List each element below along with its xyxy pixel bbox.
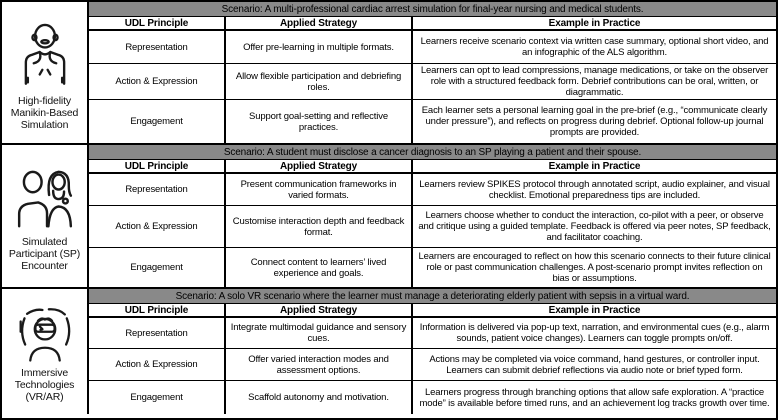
header-example-in-practice: Example in Practice	[548, 17, 641, 29]
modality-label: Simulated Participant (SP) Encounter	[8, 236, 81, 272]
section-table: Scenario: A solo VR scenario where the l…	[89, 289, 776, 414]
example-cell: Actions may be completed via voice comma…	[429, 353, 760, 376]
modality-cell-manikin: High-fidelity Manikin-Based Simulation	[2, 2, 89, 143]
principle-cell: Engagement	[89, 100, 226, 143]
strategy-cell: Support goal-setting and reflective prac…	[226, 100, 413, 143]
strategy-cell: Integrate multimodal guidance and sensor…	[226, 318, 413, 348]
scenario-bar: Scenario: A multi-professional cardiac a…	[89, 2, 776, 17]
header-example-in-practice: Example in Practice	[548, 304, 641, 316]
strategy-cell: Offer pre-learning in multiple formats.	[226, 31, 413, 63]
modality-label: High-fidelity Manikin-Based Simulation	[10, 94, 79, 131]
simulated-participant-icon	[11, 160, 79, 234]
strategy-cell: Scaffold autonomy and motivation.	[226, 381, 413, 414]
strategy-cell: Customise interaction depth and feedback…	[226, 206, 413, 247]
principle-cell: Engagement	[89, 381, 226, 414]
modality-cell-sp: Simulated Participant (SP) Encounter	[2, 145, 89, 287]
example-cell: Learners progress through branching opti…	[419, 386, 770, 409]
section-manikin-simulation: High-fidelity Manikin-Based Simulation S…	[2, 2, 776, 145]
principle-cell: Representation	[89, 174, 226, 205]
table-row: Engagement Connect content to learners’ …	[89, 248, 776, 287]
header-applied-strategy: Applied Strategy	[226, 17, 413, 29]
table-row: Action & Expression Allow flexible parti…	[89, 64, 776, 100]
table-row: Representation Present communication fra…	[89, 174, 776, 206]
strategy-cell: Present communication frameworks in vari…	[226, 174, 413, 205]
section-table: Scenario: A multi-professional cardiac a…	[89, 2, 776, 143]
cpr-manikin-icon	[12, 15, 78, 93]
example-cell: Learners review SPIKES protocol through …	[419, 178, 770, 201]
header-example-in-practice: Example in Practice	[548, 160, 641, 172]
principle-cell: Representation	[89, 318, 226, 348]
strategy-cell: Allow flexible participation and debrief…	[226, 64, 413, 99]
strategy-cell: Connect content to learners’ lived exper…	[226, 248, 413, 287]
principle-cell: Engagement	[89, 248, 226, 287]
table-header-row: UDL Principle Applied Strategy Example i…	[89, 304, 776, 318]
principle-cell: Action & Expression	[89, 206, 226, 247]
scenario-bar: Scenario: A student must disclose a canc…	[89, 145, 776, 160]
example-cell: Learners are encouraged to reflect on ho…	[418, 251, 771, 284]
header-udl-principle: UDL Principle	[89, 304, 226, 316]
table-row: Representation Integrate multimodal guid…	[89, 318, 776, 349]
table-row: Action & Expression Customise interactio…	[89, 206, 776, 248]
example-cell: Information is delivered via pop-up text…	[419, 322, 770, 344]
table-row: Engagement Support goal-setting and refl…	[89, 100, 776, 143]
table-header-row: UDL Principle Applied Strategy Example i…	[89, 160, 776, 174]
principle-cell: Representation	[89, 31, 226, 63]
table-row: Representation Offer pre-learning in mul…	[89, 31, 776, 64]
vr-headset-icon	[12, 301, 78, 365]
example-cell: Learners can opt to lead compressions, m…	[420, 65, 769, 98]
table-header-row: UDL Principle Applied Strategy Example i…	[89, 17, 776, 31]
example-cell: Learners choose whether to conduct the i…	[418, 210, 771, 243]
modality-label: Immersive Technologies (VR/AR)	[14, 366, 75, 403]
example-cell: Each learner sets a personal learning go…	[421, 105, 768, 138]
section-table: Scenario: A student must disclose a canc…	[89, 145, 776, 287]
header-udl-principle: UDL Principle	[89, 17, 226, 29]
header-applied-strategy: Applied Strategy	[226, 160, 413, 172]
strategy-cell: Offer varied interaction modes and asses…	[226, 349, 413, 380]
section-immersive-tech: Immersive Technologies (VR/AR) Scenario:…	[2, 289, 776, 414]
table-row: Engagement Scaffold autonomy and motivat…	[89, 381, 776, 414]
header-udl-principle: UDL Principle	[89, 160, 226, 172]
example-cell: Learners receive scenario context via wr…	[420, 36, 769, 58]
principle-cell: Action & Expression	[89, 64, 226, 99]
principle-cell: Action & Expression	[89, 349, 226, 380]
scenario-bar: Scenario: A solo VR scenario where the l…	[89, 289, 776, 304]
section-sp-encounter: Simulated Participant (SP) Encounter Sce…	[2, 145, 776, 289]
table-row: Action & Expression Offer varied interac…	[89, 349, 776, 381]
header-applied-strategy: Applied Strategy	[226, 304, 413, 316]
modality-cell-vr: Immersive Technologies (VR/AR)	[2, 289, 89, 414]
